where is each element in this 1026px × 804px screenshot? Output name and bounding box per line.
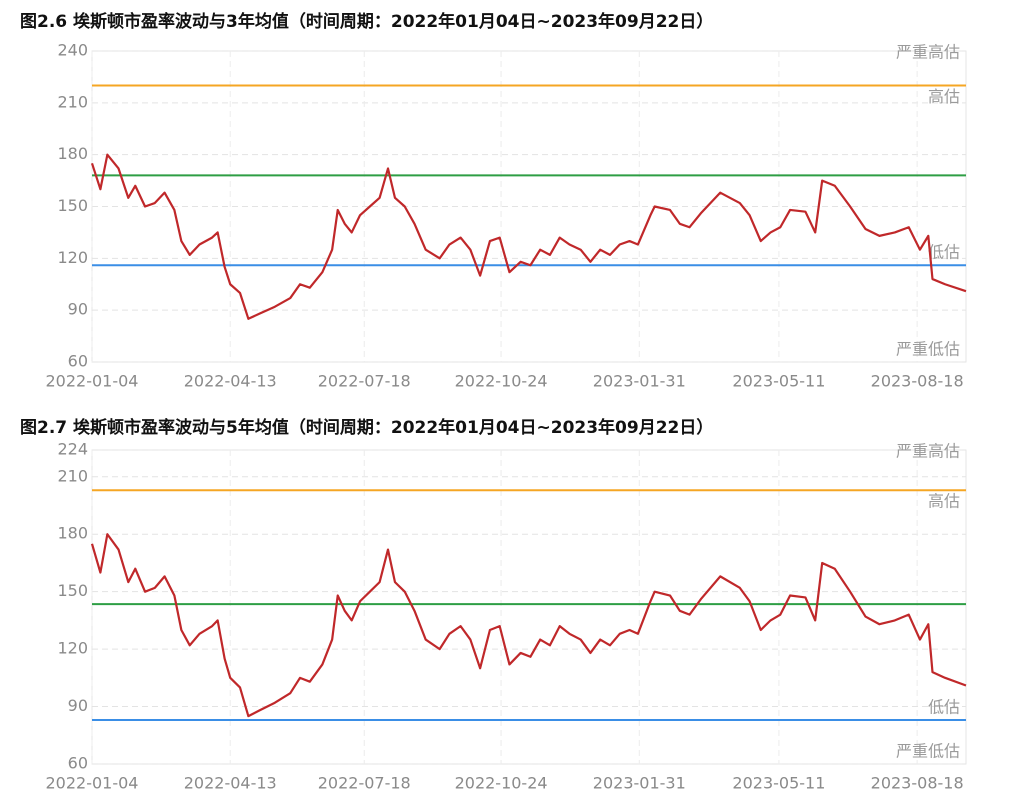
chart-title: 图2.6 埃斯顿市盈率波动与3年均值（时间周期：2022年01月04日~2023… (20, 11, 713, 32)
x-tick-label: 2022-01-04 (46, 372, 139, 391)
y-tick-label: 90 (68, 300, 88, 319)
zone-label: 低估 (928, 697, 960, 716)
y-tick-label: 210 (57, 92, 88, 111)
y-tick-label: 60 (68, 352, 88, 371)
zone-label: 严重低估 (896, 742, 960, 761)
y-tick-label: 240 (57, 41, 88, 60)
y-tick-label: 120 (57, 248, 88, 267)
zone-label: 高估 (928, 87, 960, 106)
x-tick-label: 2023-01-31 (593, 774, 686, 793)
x-tick-label: 2022-04-13 (184, 774, 277, 793)
zone-label: 严重低估 (896, 340, 960, 359)
x-tick-label: 2022-07-18 (318, 372, 411, 391)
y-tick-label: 150 (57, 581, 88, 600)
y-tick-label: 150 (57, 196, 88, 215)
plot-frame (91, 449, 967, 765)
x-tick-label: 2022-10-24 (455, 774, 548, 793)
x-tick-label: 2023-01-31 (593, 372, 686, 391)
y-tick-label: 180 (57, 144, 88, 163)
data-line (90, 533, 967, 718)
data-line (90, 153, 967, 320)
x-tick-label: 2023-05-11 (732, 372, 825, 391)
x-tick-label: 2022-07-18 (318, 774, 411, 793)
y-tick-label: 60 (68, 754, 88, 773)
x-tick-label: 2022-10-24 (455, 372, 548, 391)
y-tick-label: 210 (57, 466, 88, 485)
x-tick-label: 2023-05-11 (732, 774, 825, 793)
y-tick-label: 90 (68, 696, 88, 715)
x-tick-label: 2022-04-13 (184, 372, 277, 391)
x-tick-label: 2022-01-04 (46, 774, 139, 793)
zone-label: 严重高估 (896, 442, 960, 461)
zone-label: 低估 (928, 243, 960, 262)
zone-label: 高估 (928, 492, 960, 511)
y-tick-label: 180 (57, 524, 88, 543)
x-tick-label: 2023-08-18 (871, 774, 964, 793)
y-tick-label: 224 (57, 440, 88, 459)
chart-title: 图2.7 埃斯顿市盈率波动与5年均值（时间周期：2022年01月04日~2023… (20, 417, 713, 438)
zone-label: 严重高估 (896, 43, 960, 62)
x-tick-label: 2023-08-18 (871, 372, 964, 391)
y-tick-label: 120 (57, 639, 88, 658)
